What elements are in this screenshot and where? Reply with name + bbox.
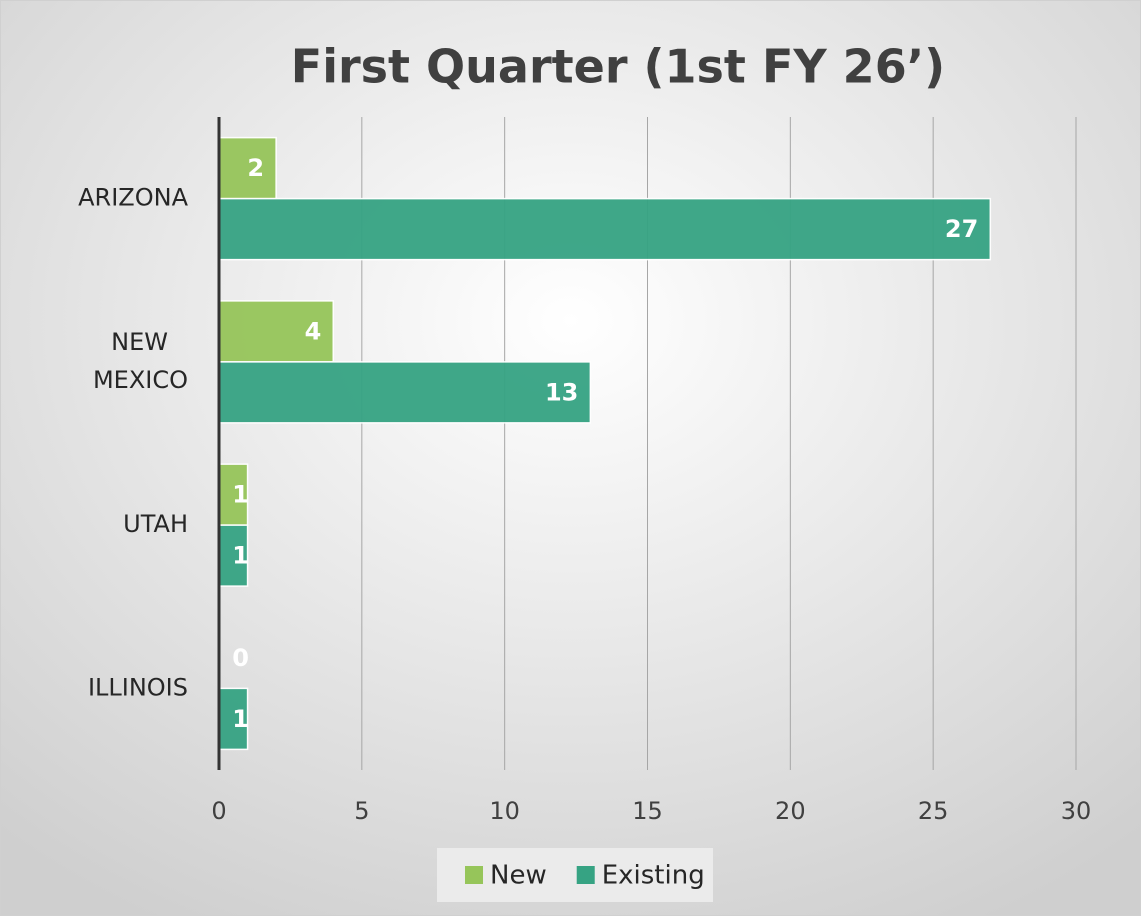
data-label: 27: [945, 215, 978, 243]
data-label: 1: [232, 542, 249, 570]
y-tick-label: UTAH: [123, 510, 188, 538]
bar: [218, 300, 335, 363]
data-label: 4: [305, 317, 322, 345]
legend-swatch: [576, 866, 595, 884]
y-tick-label: ARIZONA: [78, 184, 188, 212]
legend-label: Existing: [602, 861, 705, 891]
chart-title: First Quarter (1st FY 26’): [291, 40, 945, 94]
x-tick-label: 20: [775, 797, 806, 825]
data-label: 1: [232, 481, 249, 509]
data-label: 0: [232, 644, 249, 672]
y-tick-label: NEW MEXICO: [93, 328, 188, 394]
data-label: 13: [545, 378, 578, 406]
data-label: 1: [232, 705, 249, 733]
x-tick-label: 0: [211, 797, 226, 825]
bar: [218, 136, 277, 200]
bar: [218, 197, 992, 261]
x-tick-label: 10: [489, 797, 520, 825]
bar: [218, 361, 592, 424]
x-tick-label: 15: [632, 797, 663, 825]
legend-swatch: [465, 866, 483, 884]
data-label: 2: [247, 154, 264, 182]
x-tick-label: 30: [1061, 797, 1092, 825]
legend-label: New: [490, 861, 547, 891]
x-tick-label: 5: [354, 797, 369, 825]
bar: [218, 463, 249, 526]
bar: [218, 524, 249, 587]
y-tick-label: ILLINOIS: [88, 673, 188, 701]
bar: [218, 687, 249, 751]
x-tick-label: 25: [918, 797, 949, 825]
